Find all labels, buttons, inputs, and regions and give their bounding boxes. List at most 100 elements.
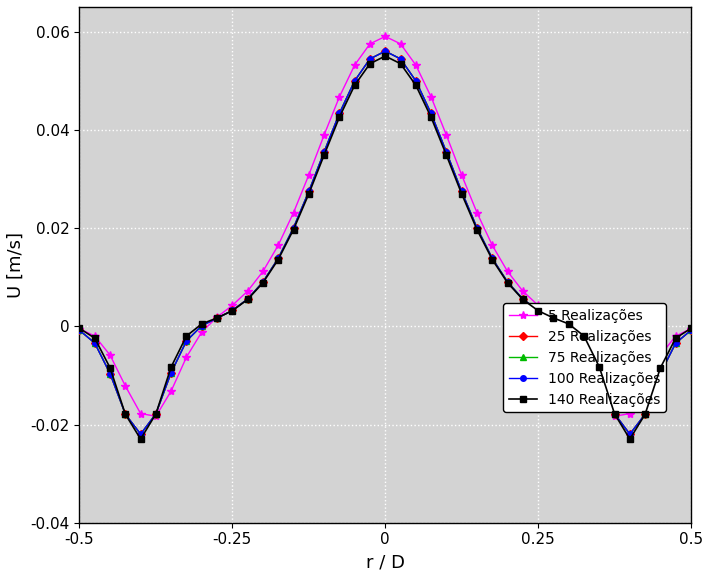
25 Realizações <box>687 327 695 334</box>
5 Realizações <box>488 242 496 249</box>
140 Realizações <box>320 151 328 158</box>
140 Realizações <box>549 314 557 321</box>
100 Realizações <box>305 188 313 195</box>
25 Realizações <box>121 410 130 417</box>
5 Realizações <box>442 132 451 139</box>
100 Realizações <box>672 340 680 347</box>
25 Realizações <box>244 295 252 302</box>
100 Realizações <box>167 369 175 376</box>
5 Realizações <box>335 94 344 101</box>
25 Realizações <box>305 188 313 195</box>
25 Realizações <box>534 307 542 314</box>
25 Realizações <box>197 323 206 329</box>
75 Realizações <box>274 255 283 262</box>
100 Realizações <box>656 370 665 377</box>
75 Realizações <box>213 314 222 321</box>
5 Realizações <box>381 33 390 40</box>
25 Realizações <box>335 110 344 117</box>
140 Realizações <box>595 364 604 370</box>
100 Realizações <box>518 295 527 302</box>
100 Realizações <box>335 110 344 117</box>
25 Realizações <box>503 279 512 286</box>
100 Realizações <box>381 48 390 55</box>
5 Realizações <box>626 410 634 417</box>
140 Realizações <box>167 364 175 370</box>
25 Realizações <box>167 369 175 376</box>
75 Realizações <box>197 323 206 329</box>
5 Realizações <box>672 332 680 339</box>
140 Realizações <box>136 436 145 443</box>
5 Realizações <box>182 354 191 361</box>
75 Realizações <box>549 314 557 321</box>
25 Realizações <box>549 314 557 321</box>
100 Realizações <box>182 338 191 344</box>
140 Realizações <box>580 332 589 339</box>
100 Realizações <box>595 369 604 376</box>
5 Realizações <box>320 132 328 139</box>
X-axis label: r / D: r / D <box>366 553 405 571</box>
25 Realizações <box>213 314 222 321</box>
5 Realizações <box>121 383 130 390</box>
100 Realizações <box>136 431 145 438</box>
140 Realizações <box>534 307 542 314</box>
5 Realizações <box>136 410 145 417</box>
75 Realizações <box>381 48 390 55</box>
100 Realizações <box>106 370 114 377</box>
75 Realizações <box>152 410 160 417</box>
5 Realizações <box>687 325 695 332</box>
75 Realizações <box>656 370 665 377</box>
5 Realizações <box>457 172 466 179</box>
140 Realizações <box>106 364 114 371</box>
140 Realizações <box>90 335 99 342</box>
75 Realizações <box>228 307 236 314</box>
25 Realizações <box>427 110 435 117</box>
75 Realizações <box>442 149 451 155</box>
5 Realizações <box>213 314 222 321</box>
5 Realizações <box>351 62 359 69</box>
75 Realizações <box>106 370 114 377</box>
25 Realizações <box>351 77 359 84</box>
75 Realizações <box>534 307 542 314</box>
140 Realizações <box>687 325 695 332</box>
75 Realizações <box>136 431 145 438</box>
140 Realizações <box>381 53 390 60</box>
75 Realizações <box>488 255 496 262</box>
25 Realizações <box>672 340 680 347</box>
25 Realizações <box>457 188 466 195</box>
140 Realizações <box>626 436 634 443</box>
25 Realizações <box>442 149 451 155</box>
5 Realizações <box>473 209 481 216</box>
100 Realizações <box>442 149 451 155</box>
5 Realizações <box>244 288 252 295</box>
25 Realizações <box>580 338 589 344</box>
100 Realizações <box>320 149 328 155</box>
75 Realizações <box>258 279 267 286</box>
100 Realizações <box>564 323 573 329</box>
5 Realizações <box>366 40 374 47</box>
25 Realizações <box>518 295 527 302</box>
75 Realizações <box>167 369 175 376</box>
5 Realizações <box>274 242 283 249</box>
75 Realizações <box>687 327 695 334</box>
140 Realizações <box>228 307 236 314</box>
Legend: 5 Realizações, 25 Realizações, 75 Realizações, 100 Realizações, 140 Realizações: 5 Realizações, 25 Realizações, 75 Realiz… <box>503 303 666 412</box>
100 Realizações <box>274 255 283 262</box>
5 Realizações <box>518 288 527 295</box>
25 Realizações <box>381 48 390 55</box>
25 Realizações <box>564 323 573 329</box>
100 Realizações <box>228 307 236 314</box>
100 Realizações <box>366 55 374 62</box>
100 Realizações <box>90 340 99 347</box>
25 Realizações <box>611 410 619 417</box>
5 Realizações <box>503 268 512 275</box>
75 Realizações <box>366 55 374 62</box>
100 Realizações <box>396 55 405 62</box>
5 Realizações <box>90 332 99 339</box>
140 Realizações <box>396 60 405 67</box>
75 Realizações <box>121 410 130 417</box>
100 Realizações <box>351 77 359 84</box>
75 Realizações <box>289 224 297 231</box>
75 Realizações <box>396 55 405 62</box>
5 Realizações <box>305 172 313 179</box>
140 Realizações <box>412 81 420 88</box>
